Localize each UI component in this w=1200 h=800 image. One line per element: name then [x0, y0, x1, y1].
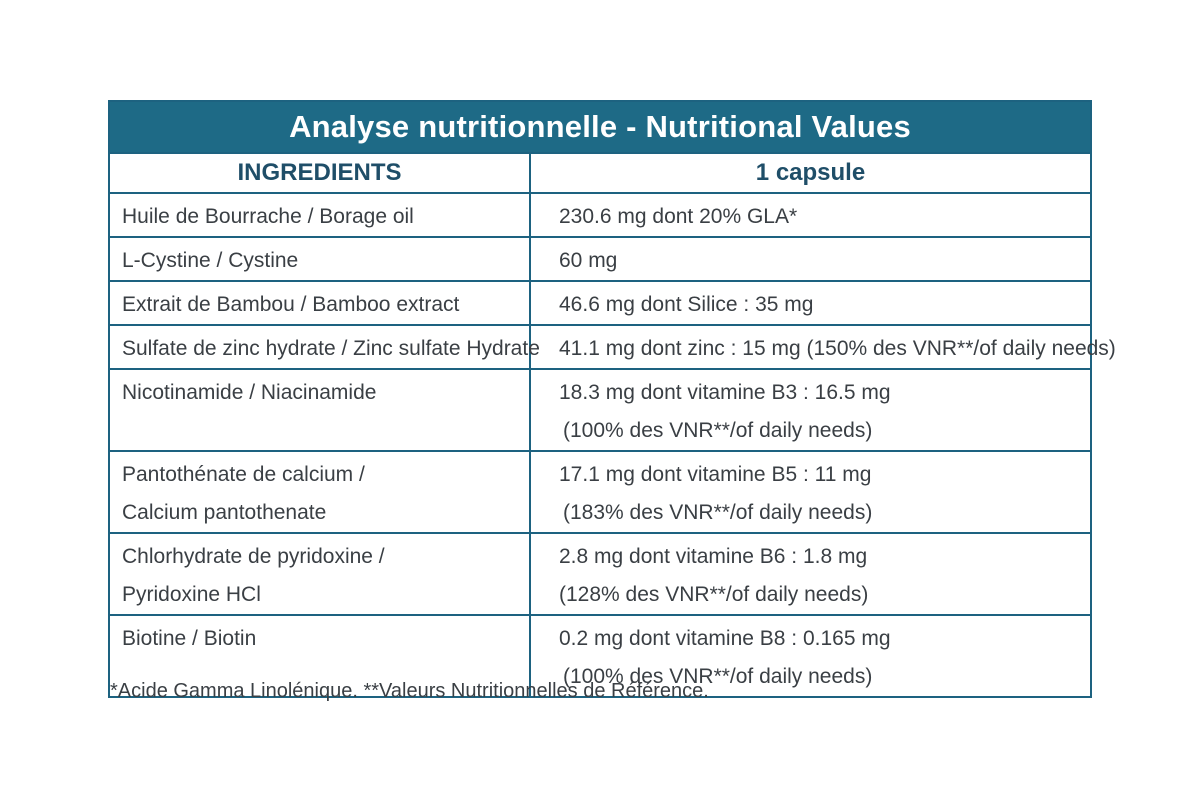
footnote: *Acide Gamma Linolénique. **Valeurs Nutr…: [110, 680, 709, 702]
daily-needs-note: (100% des VNR**/of daily needs): [563, 665, 873, 688]
serving-column-header: 1 capsule: [530, 154, 1090, 194]
ingredient-cell: Pantothénate de calcium / Calcium pantot…: [110, 451, 531, 534]
ingredient-amount: 46.6 mg dont Silice : 35 mg: [559, 293, 814, 316]
ingredient-cell: Huile de Bourrache / Borage oil: [110, 193, 531, 238]
ingredient-amount: 18.3 mg dont vitamine B3 : 16.5 mg: [559, 381, 891, 404]
value-cell: 0.2 mg dont vitamine B8 : 0.165 mg (100%…: [530, 615, 1090, 696]
ingredient-name: Pantothénate de calcium /: [122, 463, 365, 486]
ingredient-name: Extrait de Bambou / Bamboo extract: [122, 293, 460, 316]
value-cell: 230.6 mg dont 20% GLA*: [530, 193, 1090, 238]
table-row: L-Cystine / Cystine 60 mg: [110, 237, 1090, 282]
value-cell: 41.1 mg dont zinc : 15 mg (150% des VNR*…: [530, 325, 1116, 370]
table-row: Biotine / Biotin 0.2 mg dont vitamine B8…: [110, 615, 1090, 696]
ingredient-name-line-2: Calcium pantothenate: [122, 501, 327, 524]
daily-needs-note: (128% des VNR**/of daily needs): [559, 583, 869, 606]
nutrition-table: Analyse nutritionnelle - Nutritional Val…: [108, 100, 1116, 698]
ingredients-column-header: INGREDIENTS: [110, 154, 531, 194]
value-cell: 2.8 mg dont vitamine B6 : 1.8 mg (128% d…: [530, 533, 1090, 616]
ingredient-name-line-2: Pyridoxine HCl: [122, 583, 261, 606]
ingredient-amount: 41.1 mg dont zinc : 15 mg (150% des VNR*…: [559, 337, 1116, 360]
value-cell: 46.6 mg dont Silice : 35 mg: [530, 281, 1090, 326]
ingredient-cell: L-Cystine / Cystine: [110, 237, 531, 282]
value-cell: 17.1 mg dont vitamine B5 : 11 mg (183% d…: [530, 451, 1090, 534]
ingredient-amount: 60 mg: [559, 249, 618, 272]
daily-needs-note: (183% des VNR**/of daily needs): [563, 501, 873, 524]
table-row: Chlorhydrate de pyridoxine / Pyridoxine …: [110, 533, 1090, 616]
ingredient-name: Biotine / Biotin: [122, 627, 257, 650]
nutrition-grid: INGREDIENTS 1 capsule Huile de Bourrache…: [110, 154, 1116, 696]
table-row: Sulfate de zinc hydrate / Zinc sulfate H…: [110, 325, 1116, 370]
ingredient-name: Chlorhydrate de pyridoxine /: [122, 545, 385, 568]
ingredient-name: Huile de Bourrache / Borage oil: [122, 205, 414, 228]
table-row: Huile de Bourrache / Borage oil 230.6 mg…: [110, 193, 1090, 238]
table-row: Nicotinamide / Niacinamide 18.3 mg dont …: [110, 369, 1090, 452]
ingredient-name: Nicotinamide / Niacinamide: [122, 381, 377, 404]
daily-needs-note: (100% des VNR**/of daily needs): [563, 419, 873, 442]
ingredient-amount: 17.1 mg dont vitamine B5 : 11 mg: [559, 463, 872, 486]
ingredient-cell: Sulfate de zinc hydrate / Zinc sulfate H…: [110, 325, 540, 370]
ingredient-amount: 0.2 mg dont vitamine B8 : 0.165 mg: [559, 627, 891, 650]
ingredient-amount: 230.6 mg dont 20% GLA*: [559, 205, 798, 228]
value-cell: 60 mg: [530, 237, 1090, 282]
table-title: Analyse nutritionnelle - Nutritional Val…: [110, 102, 1090, 154]
ingredient-name: L-Cystine / Cystine: [122, 249, 299, 272]
table-row: Pantothénate de calcium / Calcium pantot…: [110, 451, 1090, 534]
header-row: INGREDIENTS 1 capsule: [110, 154, 1090, 194]
value-cell: 18.3 mg dont vitamine B3 : 16.5 mg (100%…: [530, 369, 1090, 452]
ingredient-cell: Nicotinamide / Niacinamide: [110, 369, 531, 452]
ingredient-amount: 2.8 mg dont vitamine B6 : 1.8 mg: [559, 545, 868, 568]
ingredient-name: Sulfate de zinc hydrate / Zinc sulfate H…: [122, 337, 540, 360]
ingredient-cell: Chlorhydrate de pyridoxine / Pyridoxine …: [110, 533, 531, 616]
table-row: Extrait de Bambou / Bamboo extract 46.6 …: [110, 281, 1090, 326]
ingredient-cell: Extrait de Bambou / Bamboo extract: [110, 281, 531, 326]
ingredient-cell: Biotine / Biotin: [110, 615, 531, 696]
